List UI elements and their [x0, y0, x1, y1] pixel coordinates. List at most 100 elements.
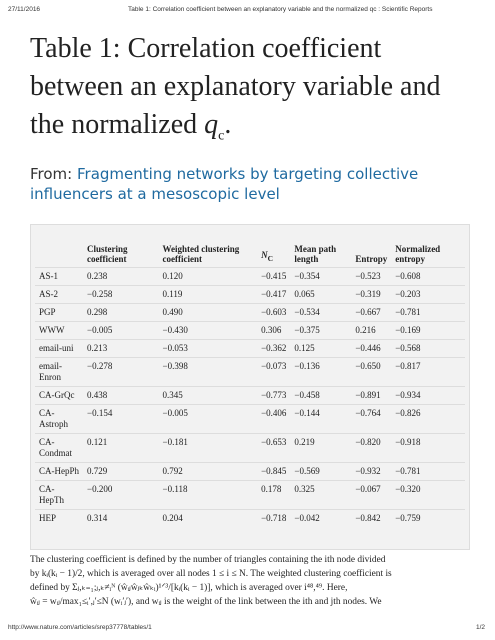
table-cell: −0.417	[257, 285, 291, 304]
table-cell: −0.781	[391, 303, 465, 322]
title-sub: c	[218, 128, 225, 144]
table-row: HEP 0.314 0.204 −0.718 −0.042 −0.842 −0.759	[35, 509, 465, 527]
table-cell: 0.219	[290, 433, 352, 463]
row-label: AS-1	[35, 267, 83, 286]
footnote-line: by kᵢ(kᵢ − 1)/2, which is averaged over …	[30, 569, 392, 579]
table-cell: −0.354	[290, 267, 352, 286]
table-row: AS-2 −0.258 0.119 −0.417 0.065 −0.319 −0.203	[35, 285, 465, 304]
table-cell: −0.320	[391, 480, 465, 510]
article-link[interactable]: Fragmenting networks by targeting collec…	[30, 165, 419, 203]
title-var: q	[204, 109, 219, 140]
table-cell: 0.121	[83, 433, 159, 463]
row-label: CA-Condmat	[35, 433, 83, 463]
column-header: Clustering coefficient	[87, 244, 128, 264]
table-row: email-Enron −0.278 −0.398 −0.073 −0.136 −0.65…	[35, 357, 465, 387]
table-cell: 0.216	[351, 321, 392, 340]
table-row: WWW −0.005 −0.430 0.306 −0.375 0.216 −0.169	[35, 321, 465, 340]
table-row: CA-HepTh −0.200 −0.118 0.178 0.325 −0.067 −0.3…	[35, 480, 465, 510]
table-cell: 0.204	[158, 509, 258, 527]
footnote-line: ŵᵢⱼ = wᵢⱼ/max₁≤ᵢ′,ⱼ′≤N (wᵢ′ⱼ′), and wᵢⱼ …	[30, 597, 382, 607]
table-cell: −0.773	[257, 386, 291, 405]
table-cell: 0.792	[158, 462, 258, 481]
table-cell: −0.667	[351, 303, 392, 322]
table-cell: −0.817	[391, 357, 465, 387]
table-cell: −0.005	[83, 321, 159, 340]
row-label: email-uni	[35, 339, 83, 358]
header-var: N	[261, 250, 268, 261]
table-cell: −0.005	[158, 404, 258, 434]
column-header: Normalized entropy	[395, 244, 441, 264]
table-cell: −0.398	[158, 357, 258, 387]
column-header: NC	[257, 225, 290, 268]
table-cell: −0.568	[391, 339, 465, 358]
table-cell: 0.125	[290, 339, 352, 358]
table-cell: −0.258	[83, 285, 159, 304]
table-cell: −0.608	[391, 267, 465, 286]
table-cell: 0.298	[83, 303, 159, 322]
table-row: PGP 0.298 0.490 −0.603 −0.534 −0.667 −0.781	[35, 303, 465, 322]
table-cell: 0.325	[290, 480, 352, 510]
table-title: Table 1: Correlation coefficient between…	[30, 30, 470, 156]
table-cell: 0.438	[83, 386, 159, 405]
table-cell: 0.306	[257, 321, 291, 340]
table-cell: −0.136	[290, 357, 352, 387]
table-cell: −0.820	[351, 433, 392, 463]
table-cell: −0.278	[83, 357, 159, 387]
table-cell: −0.181	[158, 433, 258, 463]
row-label: PGP	[35, 303, 83, 322]
table-cell: 0.065	[290, 285, 352, 304]
table-cell: −0.446	[351, 339, 392, 358]
page-number: 1/2	[476, 624, 486, 631]
row-label: CA-GrQc	[35, 386, 83, 405]
table-cell: 0.213	[83, 339, 159, 358]
table-cell: −0.118	[158, 480, 258, 510]
table-cell: −0.203	[391, 285, 465, 304]
table-cell: −0.053	[158, 339, 258, 358]
page-title: Table 1: Correlation coefficient between…	[128, 6, 433, 13]
table-cell: −0.319	[351, 285, 392, 304]
table-cell: −0.415	[257, 267, 291, 286]
table-cell: −0.375	[290, 321, 352, 340]
table-cell: 0.119	[158, 285, 258, 304]
table-cell: −0.603	[257, 303, 291, 322]
table-cell: 0.490	[158, 303, 258, 322]
table-cell: −0.067	[351, 480, 392, 510]
table-cell: −0.362	[257, 339, 291, 358]
table-row: AS-1 0.238 0.120 −0.415 −0.354 −0.523 −0.608	[35, 267, 465, 286]
table-cell: −0.042	[290, 509, 352, 527]
column-header: Mean path length	[294, 244, 337, 264]
table-cell: 0.345	[158, 386, 258, 405]
table-cell: 0.314	[83, 509, 159, 527]
table-row: CA-Astroph −0.154 −0.005 −0.406 −0.144 −0.764…	[35, 404, 465, 434]
column-header: Entropy	[355, 254, 388, 264]
row-label: HEP	[35, 509, 83, 527]
table-cell: −0.569	[290, 462, 352, 481]
table-box: Clustering coefficient Weighted clusterin…	[30, 224, 470, 550]
table-cell: 0.120	[158, 267, 258, 286]
table-row: CA-GrQc 0.438 0.345 −0.773 −0.458 −0.891 −0.93…	[35, 386, 465, 405]
table-cell: 0.729	[83, 462, 159, 481]
table-row: CA-HepPh 0.729 0.792 −0.845 −0.569 −0.932 −0.7…	[35, 462, 465, 481]
row-label: email-Enron	[35, 357, 83, 387]
table-cell: −0.842	[351, 509, 392, 527]
table-row: email-uni 0.213 −0.053 −0.362 0.125 −0.446 −0.…	[35, 339, 465, 358]
header-row: Clustering coefficient Weighted clusterin…	[35, 225, 465, 268]
table-cell: −0.891	[351, 386, 392, 405]
table-cell: −0.653	[257, 433, 291, 463]
header-sub: C	[267, 254, 274, 263]
row-label: CA-HepPh	[35, 462, 83, 481]
table-cell: −0.406	[257, 404, 291, 434]
table: Clustering coefficient Weighted clusterin…	[35, 225, 465, 527]
source-label: From:	[30, 165, 73, 183]
footer-url: http://www.nature.com/articles/srep37778…	[8, 624, 152, 631]
table-cell: −0.144	[290, 404, 352, 434]
footnote-line: defined by Σⱼ,ₖ₌₁;ⱼ,ₖ≠ᵢᴺ (ŵᵢⱼŵⱼₖŵₖᵢ)¹ᐟ³/…	[30, 583, 348, 593]
table-cell: −0.534	[290, 303, 352, 322]
table-cell: −0.200	[83, 480, 159, 510]
table-cell: −0.781	[391, 462, 465, 481]
row-label: CA-HepTh	[35, 480, 83, 510]
table-cell: −0.826	[391, 404, 465, 434]
title-end: .	[224, 109, 232, 140]
table-cell: −0.073	[257, 357, 291, 387]
